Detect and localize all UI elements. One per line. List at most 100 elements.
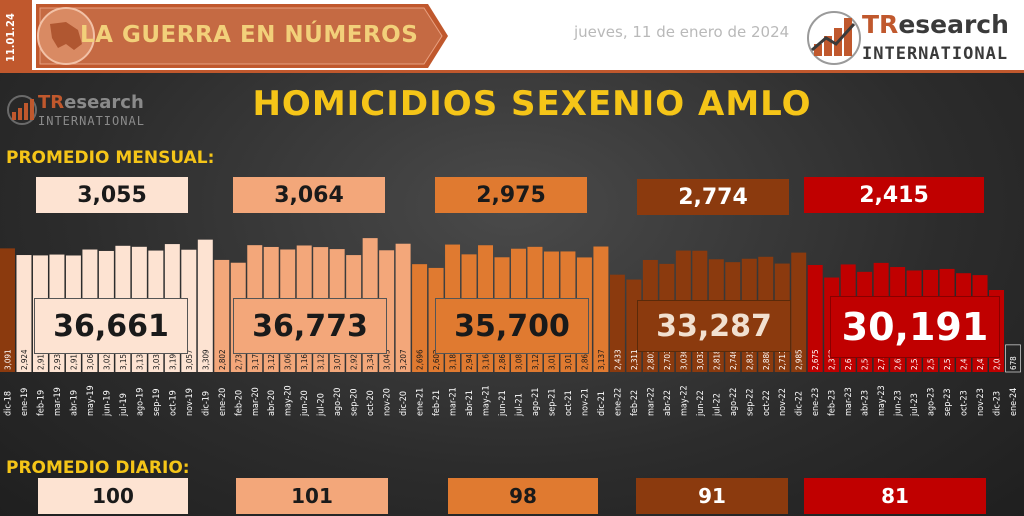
bar-value-label: 3,063: [284, 349, 293, 370]
month-tick-label: sep-21: [547, 388, 557, 416]
header-divider: [0, 70, 1024, 73]
bar-value-label: 2,689: [844, 349, 853, 370]
month-tick-label: dic-18: [3, 391, 13, 416]
banner-title: LA GUERRA EN NÚMEROS: [80, 22, 419, 48]
bar-dic-18: [0, 248, 15, 372]
monthly-average-period-2: 3,064: [233, 177, 385, 213]
daily-average-label: PROMEDIO DIARIO:: [6, 458, 190, 478]
bar-value-label: 3,043: [383, 349, 392, 370]
bar-value-label: 2,311: [630, 349, 639, 370]
bar-value-label: 2,696: [416, 349, 425, 370]
month-tick-label: feb-21: [432, 390, 442, 416]
month-tick-label: ago-22: [729, 388, 739, 416]
bar-value-label: 3,130: [135, 349, 144, 370]
month-tick-label: nov-20: [383, 388, 393, 416]
company-logo-subtitle: INTERNATIONAL: [862, 44, 1009, 64]
month-tick-label: jul-21: [514, 393, 524, 417]
month-tick-label: dic-23: [993, 391, 1003, 416]
company-logo-name: TResearch: [862, 10, 1009, 39]
bar-dic-19: [197, 239, 213, 372]
bar-value-label: 2,868: [498, 349, 507, 370]
month-tick-label: abr-21: [465, 390, 475, 416]
month-tick-label: ago-21: [531, 388, 541, 416]
month-tick-label: may-21: [482, 385, 492, 416]
bar-value-label: 2,470: [960, 349, 969, 370]
month-tick-label: dic-21: [597, 391, 607, 416]
month-tick-label: oct-20: [366, 390, 376, 416]
month-tick-label: may-23: [877, 385, 887, 416]
bar-value-label: 3,309: [201, 349, 210, 370]
bar-value-label: 2,924: [20, 349, 29, 370]
monthly-average-period-3: 2,975: [435, 177, 587, 213]
bar-value-label: 2,923: [350, 349, 359, 370]
bar-value-label: 2,577: [943, 349, 952, 370]
bar-value-label: 2,915: [36, 349, 45, 370]
month-tick-label: jun-22: [696, 390, 706, 417]
month-tick-label: jul-20: [317, 393, 327, 417]
daily-average-period-3: 98: [448, 478, 598, 514]
bar-value-label: 2,711: [778, 349, 787, 370]
bar-value-label: 678: [1009, 356, 1018, 370]
bar-value-label: 2,802: [218, 349, 227, 370]
month-tick-label: may-20: [284, 385, 294, 416]
bar-value-label: 2,880: [762, 349, 771, 370]
month-tick-label: mar-20: [251, 387, 261, 416]
month-tick-label: feb-20: [234, 390, 244, 416]
bar-value-label: 3,137: [597, 349, 606, 370]
month-tick-label: ago-20: [333, 388, 343, 416]
bar-value-label: 2,433: [613, 349, 622, 370]
bar-value-label: 3,163: [300, 349, 309, 370]
month-tick-label: ene-23: [811, 388, 821, 416]
period-total-4: 33,287: [637, 300, 791, 352]
bar-value-label: 3,169: [482, 349, 491, 370]
monthly-average-period-4: 2,774: [637, 179, 789, 215]
month-tick-label: ene-19: [20, 388, 30, 416]
bar-value-label: 3,014: [564, 349, 573, 370]
bar-value-label: 3,198: [168, 349, 177, 370]
month-tick-label: mar-23: [844, 387, 854, 416]
month-tick-label: ene-20: [218, 388, 228, 416]
bar-value-label: 2,732: [234, 349, 243, 370]
small-logo-subtitle: INTERNATIONAL: [38, 114, 145, 128]
month-tick-label: jul-19: [119, 393, 129, 417]
daily-average-period-4: 91: [636, 478, 788, 514]
bar-value-label: 2,864: [580, 349, 589, 370]
bar-value-label: 2,913: [69, 349, 78, 370]
bar-value-label: 3,073: [333, 349, 342, 370]
small-logo-name: TResearch: [38, 92, 144, 113]
month-tick-label: feb-19: [36, 390, 46, 416]
month-tick-label: mar-21: [449, 387, 459, 416]
month-tick-label: ene-24: [1009, 388, 1019, 416]
bar-value-label: 2,936: [53, 349, 62, 370]
bar-value-label: 3,032: [696, 349, 705, 370]
daily-average-period-1: 100: [38, 478, 188, 514]
banner-ribbon: [36, 4, 448, 68]
bar-value-label: 3,347: [366, 349, 375, 370]
month-tick-label: dic-19: [201, 391, 211, 416]
month-tick-label: feb-23: [828, 390, 838, 416]
bar-value-label: 3,091: [3, 349, 12, 370]
bar-value-label: 2,538: [910, 349, 919, 370]
month-tick-label: dic-20: [399, 391, 409, 416]
bar-ene-19: [16, 255, 32, 372]
daily-average-period-5: 81: [804, 478, 986, 514]
bar-ene-23: [807, 265, 823, 372]
month-tick-label: abr-23: [861, 390, 871, 416]
monthly-average-label: PROMEDIO MENSUAL:: [6, 148, 215, 168]
month-tick-label: jul-23: [910, 393, 920, 417]
chart-title: HOMICIDIOS SEXENIO AMLO: [252, 84, 812, 124]
bar-value-label: 3,123: [317, 349, 326, 370]
bar-value-label: 3,082: [514, 349, 523, 370]
month-tick-label: jun-23: [894, 390, 904, 417]
bar-value-label: 3,207: [399, 349, 408, 370]
month-tick-label: sep-22: [745, 388, 755, 416]
month-tick-label: sep-19: [152, 388, 162, 416]
bar-value-label: 2,552: [927, 349, 936, 370]
bar-dic-21: [593, 246, 609, 372]
month-tick-label: mar-19: [53, 387, 63, 416]
header-date: jueves, 11 de enero de 2024: [574, 23, 790, 41]
month-tick-label: nov-22: [778, 388, 788, 416]
bar-value-label: 2,728: [877, 349, 886, 370]
bar-value-label: 2,985: [795, 349, 804, 370]
month-tick-label: oct-23: [960, 390, 970, 416]
